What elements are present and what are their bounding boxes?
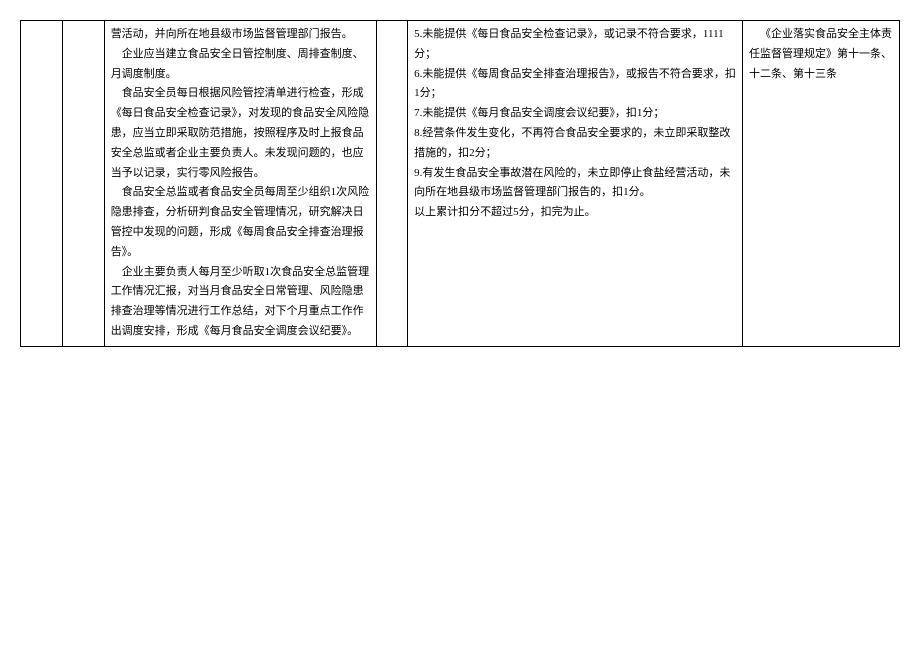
- col5-line-5: 以上累计扣分不超过5分，扣完为止。: [414, 203, 736, 223]
- col5-line-0: 5.未能提供《每日食品安全检查记录》，或记录不符合要求，1111分；: [414, 25, 736, 65]
- col3-para-2: 食品安全员每日根据风险管控清单进行检查，形成《每日食品安全检查记录》，对发现的食…: [111, 84, 370, 183]
- cell-col3: 营活动，并向所在地县级市场监督管理部门报告。 企业应当建立食品安全日管控制度、周…: [104, 21, 376, 347]
- col5-line-3: 8.经营条件发生变化，不再符合食品安全要求的，未立即采取整改措施的，扣2分；: [414, 124, 736, 164]
- col5-line-4: 9.有发生食品安全事故潜在风险的，未立即停止食盐经营活动，未向所在地县级市场监督…: [414, 164, 736, 204]
- table-row: 营活动，并向所在地县级市场监督管理部门报告。 企业应当建立食品安全日管控制度、周…: [21, 21, 900, 347]
- col3-para-3: 食品安全总监或者食品安全员每周至少组织1次风险隐患排查，分析研判食品安全管理情况…: [111, 183, 370, 262]
- cell-col5: 5.未能提供《每日食品安全检查记录》，或记录不符合要求，1111分； 6.未能提…: [408, 21, 743, 347]
- col6-text: 《企业落实食品安全主体责任监督管理规定》第十一条、十二条、第十三条: [749, 25, 893, 84]
- cell-col6: 《企业落实食品安全主体责任监督管理规定》第十一条、十二条、第十三条: [742, 21, 899, 347]
- document-table: 营活动，并向所在地县级市场监督管理部门报告。 企业应当建立食品安全日管控制度、周…: [20, 20, 900, 347]
- col3-para-0: 营活动，并向所在地县级市场监督管理部门报告。: [111, 25, 370, 45]
- cell-col1: [21, 21, 63, 347]
- col5-line-2: 7.未能提供《每月食品安全调度会议纪要》，扣1分；: [414, 104, 736, 124]
- cell-col2: [62, 21, 104, 347]
- cell-col4: [376, 21, 407, 347]
- col3-para-1: 企业应当建立食品安全日管控制度、周排查制度、月调度制度。: [111, 45, 370, 85]
- col3-para-4: 企业主要负责人每月至少听取1次食品安全总监管理工作情况汇报，对当月食品安全日常管…: [111, 263, 370, 342]
- col5-line-1: 6.未能提供《每周食品安全排查治理报告》，或报告不符合要求，扣1分；: [414, 65, 736, 105]
